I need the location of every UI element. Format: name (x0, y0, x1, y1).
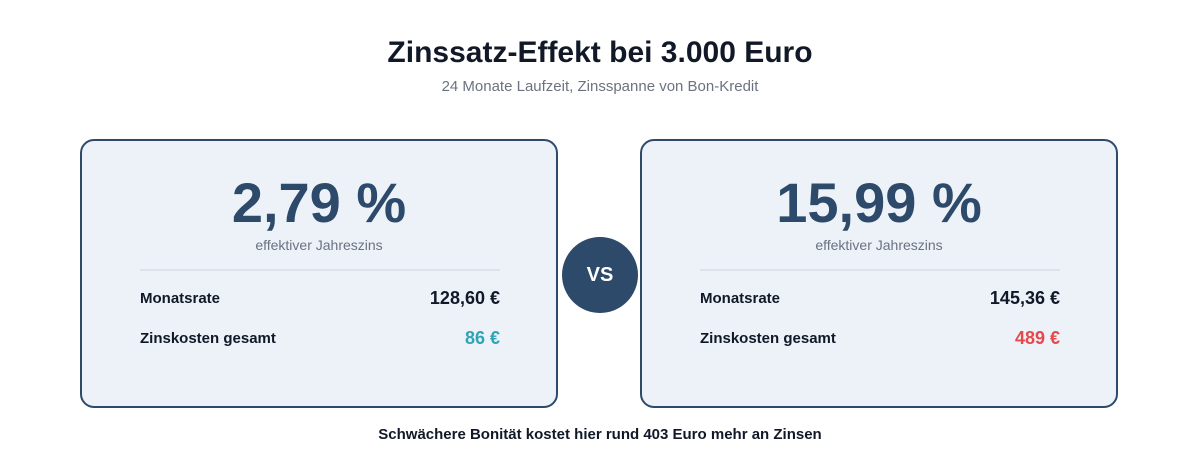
page-title: Zinssatz-Effekt bei 3.000 Euro (387, 36, 813, 69)
total-interest-label: Zinskosten gesamt (700, 329, 836, 347)
monthly-rate-label: Monatsrate (140, 289, 221, 307)
total-interest-value: 86 € (464, 327, 500, 348)
page-subtitle: 24 Monate Laufzeit, Zinsspanne von Bon-K… (441, 78, 759, 95)
monthly-rate-row: Monatsrate 128,60 € (140, 286, 500, 310)
monthly-rate-label: Monatsrate (700, 289, 781, 307)
rate-label: effektiver Jahreszins (815, 237, 943, 253)
rate-value: 15,99 % (776, 171, 982, 234)
divider (140, 269, 500, 271)
monthly-rate-row: Monatsrate 145,36 € (700, 286, 1060, 310)
total-interest-label: Zinskosten gesamt (140, 329, 276, 347)
footer-note: Schwächere Bonität kostet hier rund 403 … (378, 426, 822, 443)
rate-value: 2,79 % (231, 171, 407, 234)
low-rate-card: 2,79 % effektiver Jahreszins Monatsrate … (80, 139, 558, 408)
divider (700, 269, 1060, 271)
total-interest-value: 489 € (1014, 327, 1060, 348)
monthly-rate-value: 145,36 € (989, 287, 1060, 308)
monthly-rate-value: 128,60 € (429, 287, 500, 308)
total-interest-row: Zinskosten gesamt 86 € (140, 326, 500, 350)
high-rate-card: 15,99 % effektiver Jahreszins Monatsrate… (640, 139, 1118, 408)
vs-badge: VS (562, 237, 638, 313)
rate-label: effektiver Jahreszins (255, 237, 383, 253)
total-interest-row: Zinskosten gesamt 489 € (700, 326, 1060, 350)
